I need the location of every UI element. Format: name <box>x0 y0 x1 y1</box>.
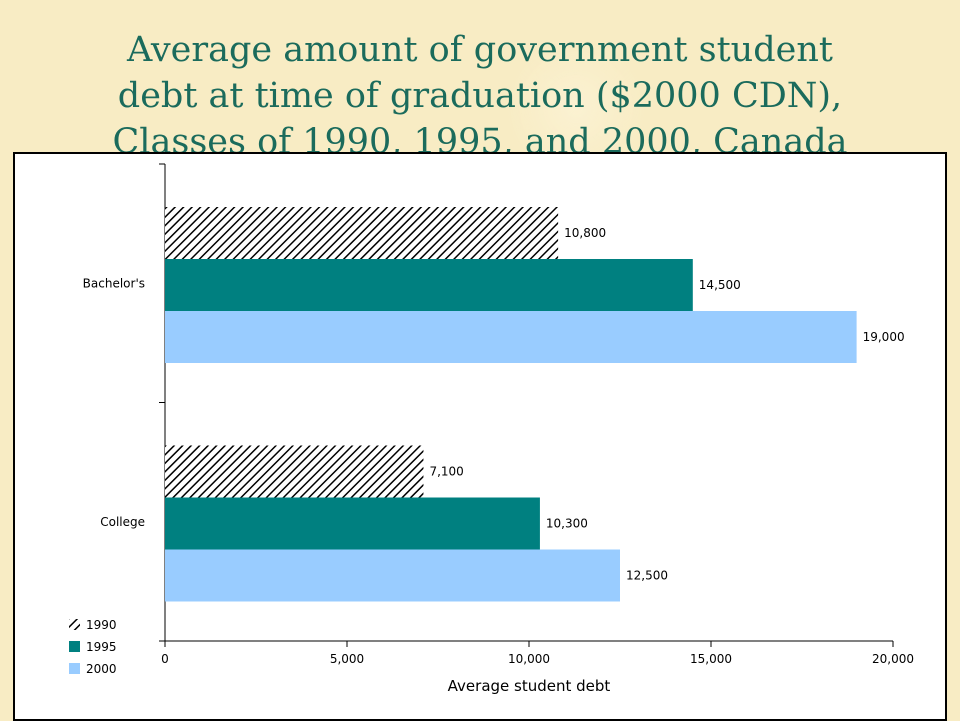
x-tick-label: 10,000 <box>508 652 550 666</box>
bar-1990-college <box>165 445 424 498</box>
bar-1990-bachelors <box>165 207 559 259</box>
legend-label-2000: 2000 <box>86 662 117 676</box>
category-label: College <box>100 515 145 529</box>
legend-swatch-2000 <box>69 663 80 674</box>
category-label: Bachelor's <box>83 276 145 290</box>
data-label: 7,100 <box>429 465 463 479</box>
bar-1995-college <box>165 497 540 550</box>
x-tick-label: 5,000 <box>330 652 364 666</box>
legend-label-1995: 1995 <box>86 640 117 654</box>
data-label: 14,500 <box>699 278 741 292</box>
bar-2000-bachelors <box>165 311 857 363</box>
chart-frame: 0 5,000 10,000 15,000 20,000 Bachelor's Colleg… <box>13 152 947 721</box>
data-label: 10,800 <box>564 226 606 240</box>
x-tick-label: 20,000 <box>872 652 914 666</box>
legend-swatch-1990 <box>69 619 80 630</box>
legend-label-1990: 1990 <box>86 618 117 632</box>
x-axis-title: Average student debt <box>448 677 611 695</box>
slide-title: Average amount of government student deb… <box>0 27 960 165</box>
data-label: 19,000 <box>863 330 905 344</box>
legend-swatch-1995 <box>69 641 80 652</box>
data-label: 10,300 <box>546 517 588 531</box>
bar-2000-college <box>165 549 620 602</box>
title-line-1: Average amount of government student <box>127 30 833 71</box>
x-tick-label: 0 <box>161 652 169 666</box>
x-tick-label: 15,000 <box>690 652 732 666</box>
data-label: 12,500 <box>626 569 668 583</box>
bar-1995-bachelors <box>165 259 693 311</box>
title-line-2: debt at time of graduation ($2000 CDN), <box>117 76 843 117</box>
bar-chart: 0 5,000 10,000 15,000 20,000 Bachelor's Colleg… <box>69 163 914 695</box>
